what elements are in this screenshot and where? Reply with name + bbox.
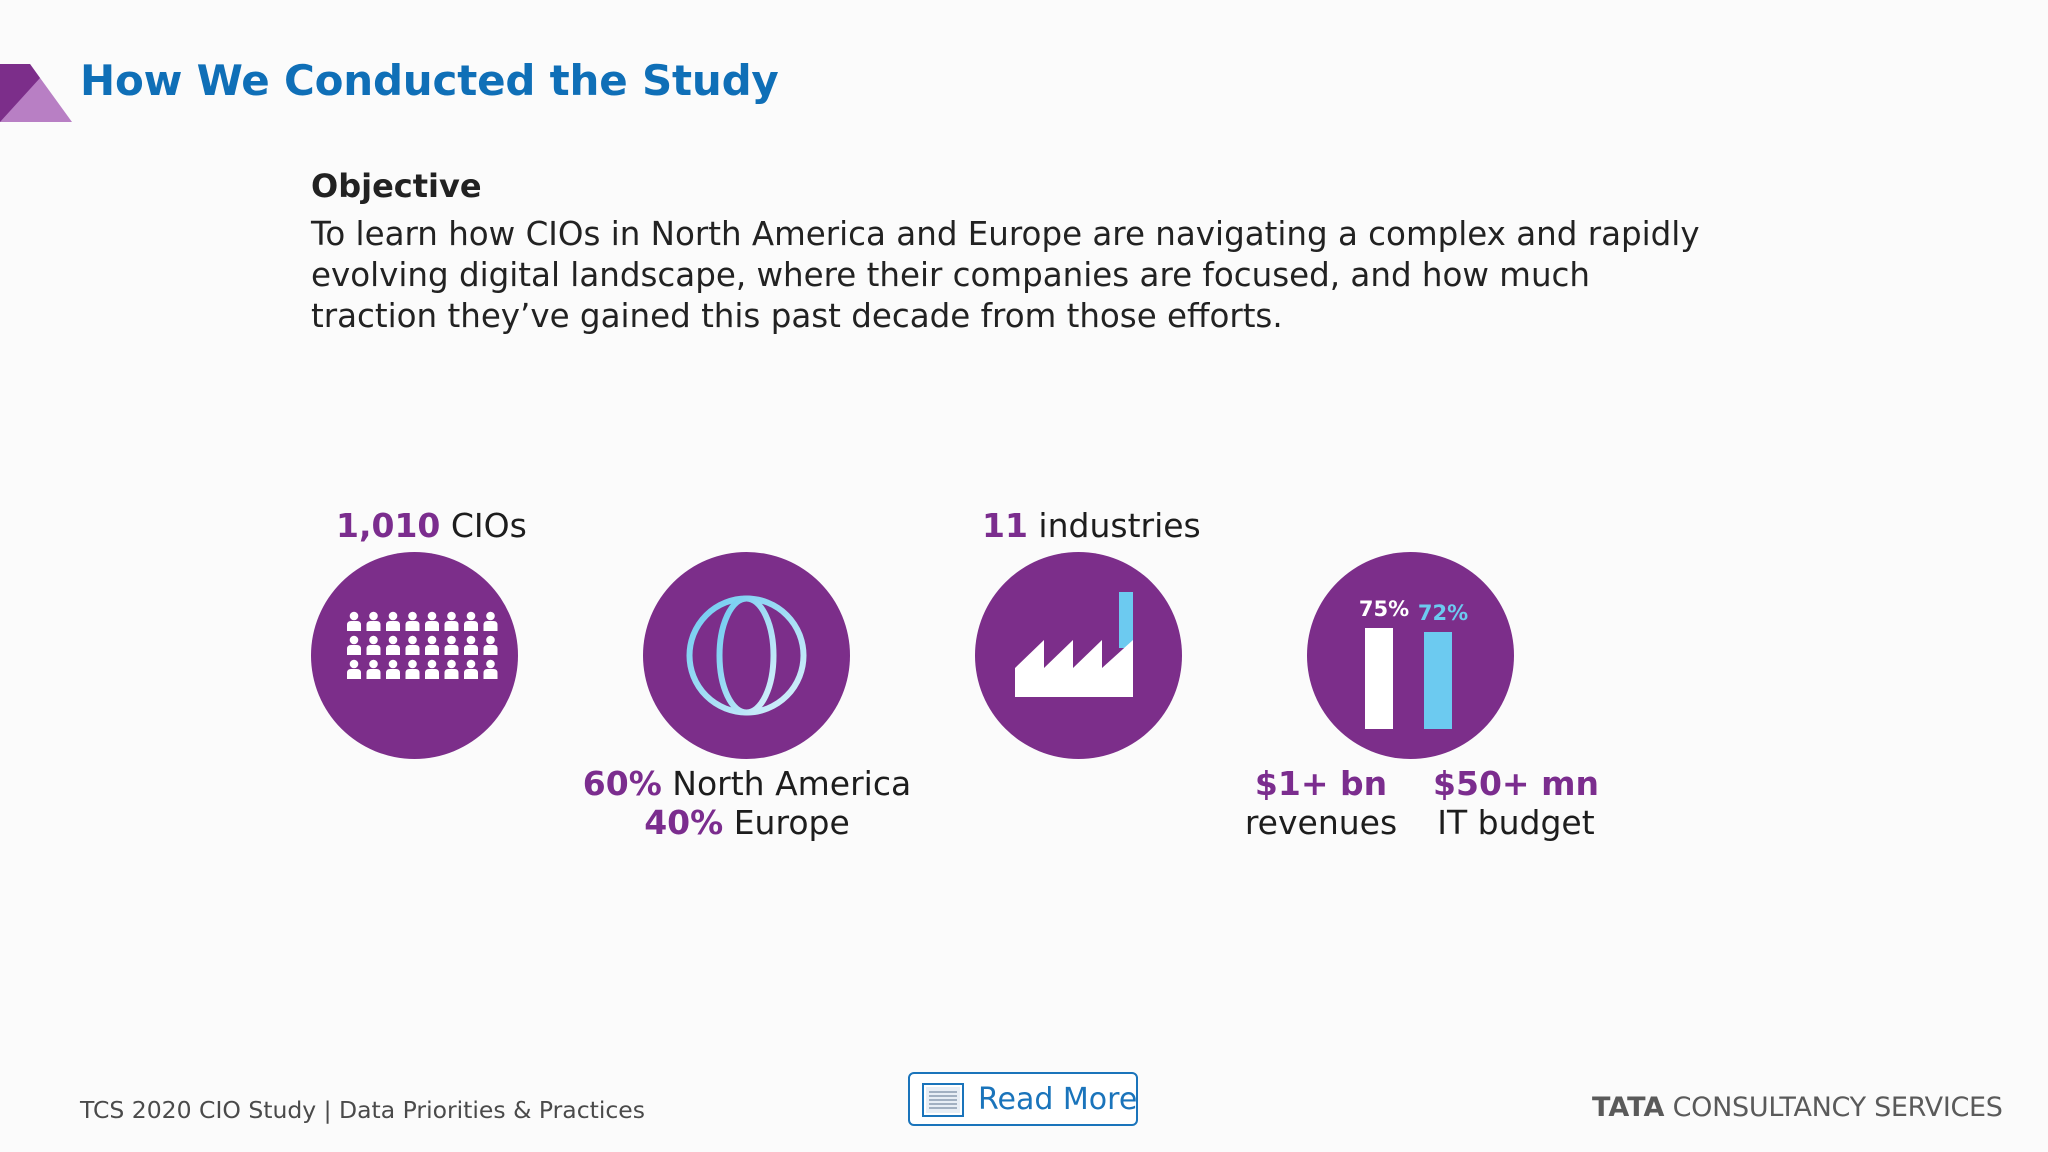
revenue-bar xyxy=(1365,628,1393,729)
corner-decoration xyxy=(0,64,72,122)
objective-heading: Objective xyxy=(311,167,482,205)
brand-rest: CONSULTANCY SERVICES xyxy=(1664,1092,2003,1123)
region-percent: 60% xyxy=(582,764,662,803)
budget-label: IT budget xyxy=(1437,803,1595,842)
cios-stat: 1,010 CIOs xyxy=(336,506,527,545)
page-title: How We Conducted the Study xyxy=(80,56,779,105)
revenue-label: revenues xyxy=(1244,803,1398,842)
region-label: North America xyxy=(661,764,912,803)
budget-value: $50+ mn xyxy=(1433,764,1599,803)
document-icon xyxy=(922,1083,964,1117)
bars-circle: 75% 72% xyxy=(1307,552,1514,759)
read-more-button[interactable]: Read More xyxy=(908,1072,1138,1126)
people-grid-icon xyxy=(347,611,498,679)
region-row: 40% Europe xyxy=(560,803,934,842)
footer-caption: TCS 2020 CIO Study | Data Priorities & P… xyxy=(80,1096,645,1124)
cios-number: 1,010 xyxy=(336,506,441,545)
bar-chart-icon: 75% 72% xyxy=(1359,597,1468,729)
industries-number: 11 xyxy=(982,506,1028,545)
region-percent: 40% xyxy=(644,803,724,842)
factory-icon xyxy=(1015,592,1133,697)
regions-stat: 60% North America 40% Europe xyxy=(560,764,934,842)
industries-label: industries xyxy=(1027,506,1201,545)
revenue-value: $1+ bn xyxy=(1254,764,1388,803)
industries-stat: 11 industries xyxy=(982,506,1201,545)
cios-circle xyxy=(311,552,518,759)
regions-circle xyxy=(643,552,850,759)
brand-logo: TATA CONSULTANCY SERVICES xyxy=(1592,1092,2003,1123)
budget-stat: $50+ mn IT budget xyxy=(1428,764,1604,842)
revenue-bar-label: 75% xyxy=(1359,597,1409,621)
read-more-label: Read More xyxy=(978,1082,1138,1117)
region-row: 60% North America xyxy=(560,764,934,803)
brand-bold: TATA xyxy=(1592,1092,1665,1123)
globe-icon xyxy=(686,595,807,716)
objective-text: To learn how CIOs in North America and E… xyxy=(311,215,1700,335)
industries-circle xyxy=(975,552,1182,759)
budget-bar-label: 72% xyxy=(1418,601,1468,625)
revenue-stat: $1+ bn revenues xyxy=(1238,764,1404,842)
region-label: Europe xyxy=(723,803,850,842)
budget-bar xyxy=(1424,632,1452,729)
cios-label: CIOs xyxy=(440,506,527,545)
